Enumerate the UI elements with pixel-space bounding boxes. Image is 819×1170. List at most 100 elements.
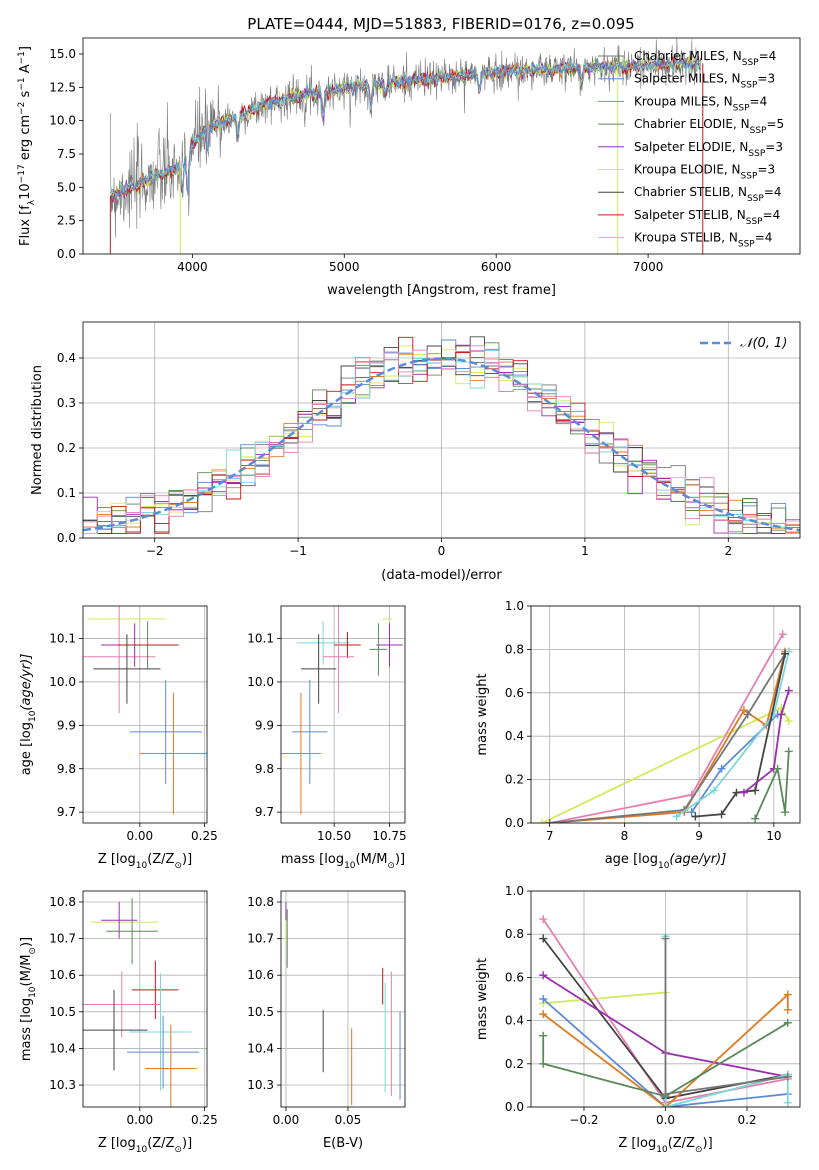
axes-frame: [82, 605, 208, 824]
y-tick-label: 0.4: [505, 729, 524, 743]
weight-marker: [783, 1098, 792, 1107]
y-tick-label: 0.2: [57, 441, 76, 455]
y-tick-label: 0.1: [57, 486, 76, 500]
x-tick-label: 0.00: [273, 1113, 300, 1127]
y-tick-label: 0.6: [505, 686, 524, 700]
weight-marker: [781, 808, 790, 817]
plot-area: [281, 606, 403, 815]
y-tick-label: 9.9: [57, 718, 76, 732]
y-axis-label: Normed distribution: [30, 365, 45, 495]
y-tick-label: 2.5: [57, 214, 76, 228]
y-tick-label: 10.3: [247, 1078, 274, 1092]
weight-line: [543, 991, 666, 1005]
weight-marker: [732, 788, 741, 797]
y-tick-label: 10.1: [247, 632, 274, 646]
axes: −2 −1 0 1 2 0.0 0.1 0.2 0.3 0.4: [57, 321, 801, 558]
legend-label: Kroupa STELIB, NSSP=4: [634, 231, 772, 250]
axes: 4000 5000 6000 7000 0.0 2.5 5.0 7.5 10.0 12.5 15.0: [49, 37, 801, 274]
legend-label: Salpeter ELODIE, NSSP=3: [634, 140, 783, 159]
legend-label: Chabrier MILES, NSSP=4: [634, 49, 776, 68]
y-tick-label: 0.2: [505, 1057, 524, 1071]
y-tick-label: 0.4: [57, 351, 76, 365]
weight-marker: [784, 747, 793, 756]
weight-marker: [743, 710, 752, 719]
plot-area: [538, 630, 793, 823]
y-tick-label: 5.0: [57, 180, 76, 194]
weight-marker: [781, 649, 790, 658]
weight-marker: [773, 764, 782, 773]
age-vs-metallicity-panel: 0.00 0.25 9.7 9.8 9.9 10.0 10.1 Z [log10(Z/Z⊙)]…: [19, 605, 218, 871]
x-tick-label: 8: [621, 829, 629, 843]
y-tick-label: 10.4: [49, 1041, 76, 1055]
x-tick-label: −0.2: [569, 1113, 598, 1127]
mass-vs-extinction-panel: 0.00 0.05 10.3 10.4 10.5 10.6 10.7 10.8 E(B-V): [247, 890, 406, 1151]
weight-marker: [739, 706, 748, 715]
legend-label: Salpeter STELIB, NSSP=4: [634, 208, 780, 227]
y-tick-label: 0.0: [505, 816, 524, 830]
weight-marker: [751, 814, 760, 823]
weight-line: [743, 690, 790, 794]
residuals-panel: −2 −1 0 1 2 0.0 0.1 0.2 0.3 0.4 𝒩(0, 1) (data-model…: [30, 321, 801, 583]
axes-frame: [280, 890, 406, 1108]
axes: 0.00 0.25 9.7 9.8 9.9 10.0 10.1: [49, 605, 218, 843]
normal-curve: [83, 357, 800, 532]
weight-line: [549, 651, 786, 823]
y-tick-label: 1.0: [505, 884, 524, 898]
y-tick-label: 0.4: [505, 1014, 524, 1028]
axes: 7 8 9 10 0.0 0.2 0.4 0.6 0.8 1.0: [505, 599, 801, 843]
y-tick-label: 10.0: [49, 675, 76, 689]
weight-marker: [778, 630, 787, 639]
weight-marker: [783, 990, 792, 999]
y-axis-label: mass weight: [475, 673, 490, 755]
axes: 0.00 0.05 10.3 10.4 10.5 10.6 10.7 10.8: [247, 890, 406, 1127]
x-axis-label: wavelength [Angstrom, rest frame]: [327, 283, 556, 298]
weight-marker: [539, 1059, 548, 1068]
y-tick-label: 0.0: [57, 531, 76, 545]
histogram-step-line: [83, 345, 800, 534]
y-tick-label: 12.5: [49, 80, 76, 94]
legend-label: Kroupa ELODIE, NSSP=3: [634, 163, 775, 182]
y-tick-label: 0.8: [505, 927, 524, 941]
y-tick-label: 10.7: [247, 932, 274, 946]
x-axis-label: age [log10(age/yr)]: [605, 852, 727, 871]
x-axis-label: Z [log10(Z/Z⊙)]: [618, 1136, 712, 1155]
y-tick-label: 7.5: [57, 147, 76, 161]
spectrum-panel: 4000 5000 6000 7000 0.0 2.5 5.0 7.5 10.0 12.5 15.0…: [17, 37, 801, 298]
y-axis-label: mass weight: [475, 958, 490, 1040]
x-tick-label: 10.50: [317, 829, 351, 843]
y-tick-label: 10.6: [247, 968, 274, 982]
grid: [83, 606, 207, 823]
weight-marker: [539, 934, 548, 943]
x-axis-label: mass [log10(M/M⊙)]: [281, 852, 405, 871]
y-tick-label: 9.8: [255, 762, 274, 776]
weight-marker: [783, 1005, 792, 1014]
weight-marker: [539, 995, 548, 1003]
x-tick-label: 10.75: [372, 829, 406, 843]
legend-label: Kroupa MILES, NSSP=4: [634, 94, 767, 113]
y-tick-label: 15.0: [49, 47, 76, 61]
x-tick-label: 0.2: [737, 1113, 756, 1127]
x-tick-label: 0.25: [191, 1113, 218, 1127]
x-tick-label: 0.00: [126, 829, 153, 843]
weight-marker: [739, 788, 748, 797]
mass-vs-metallicity-panel: 0.00 0.25 10.3 10.4 10.5 10.6 10.7 10.8 Z [log10…: [19, 890, 218, 1155]
spectrum-model-line: [109, 57, 701, 201]
y-tick-label: 0.2: [505, 773, 524, 787]
y-tick-label: 9.7: [57, 805, 76, 819]
axes-frame: [530, 890, 801, 1108]
y-axis-label: mass [log10(M/M⊙)]: [19, 937, 38, 1061]
x-tick-label: 7000: [633, 260, 664, 274]
axes: 10.50 10.75 9.7 9.8 9.9 10.0 10.1: [247, 605, 407, 843]
axes-frame: [530, 605, 801, 824]
legend-label: 𝒩(0, 1): [740, 336, 787, 351]
weight-marker: [661, 1103, 670, 1107]
plot-area: [285, 901, 401, 1106]
weight-line: [549, 653, 786, 823]
x-tick-label: 0: [438, 544, 446, 558]
x-axis-label: (data-model)/error: [381, 568, 502, 583]
legend-label: Chabrier STELIB, NSSP=4: [634, 185, 782, 204]
grid: [531, 605, 800, 824]
y-tick-label: 10.5: [247, 1005, 274, 1019]
figure-title: PLATE=0444, MJD=51883, FIBERID=0176, z=0…: [247, 15, 634, 33]
y-tick-label: 9.7: [255, 805, 274, 819]
